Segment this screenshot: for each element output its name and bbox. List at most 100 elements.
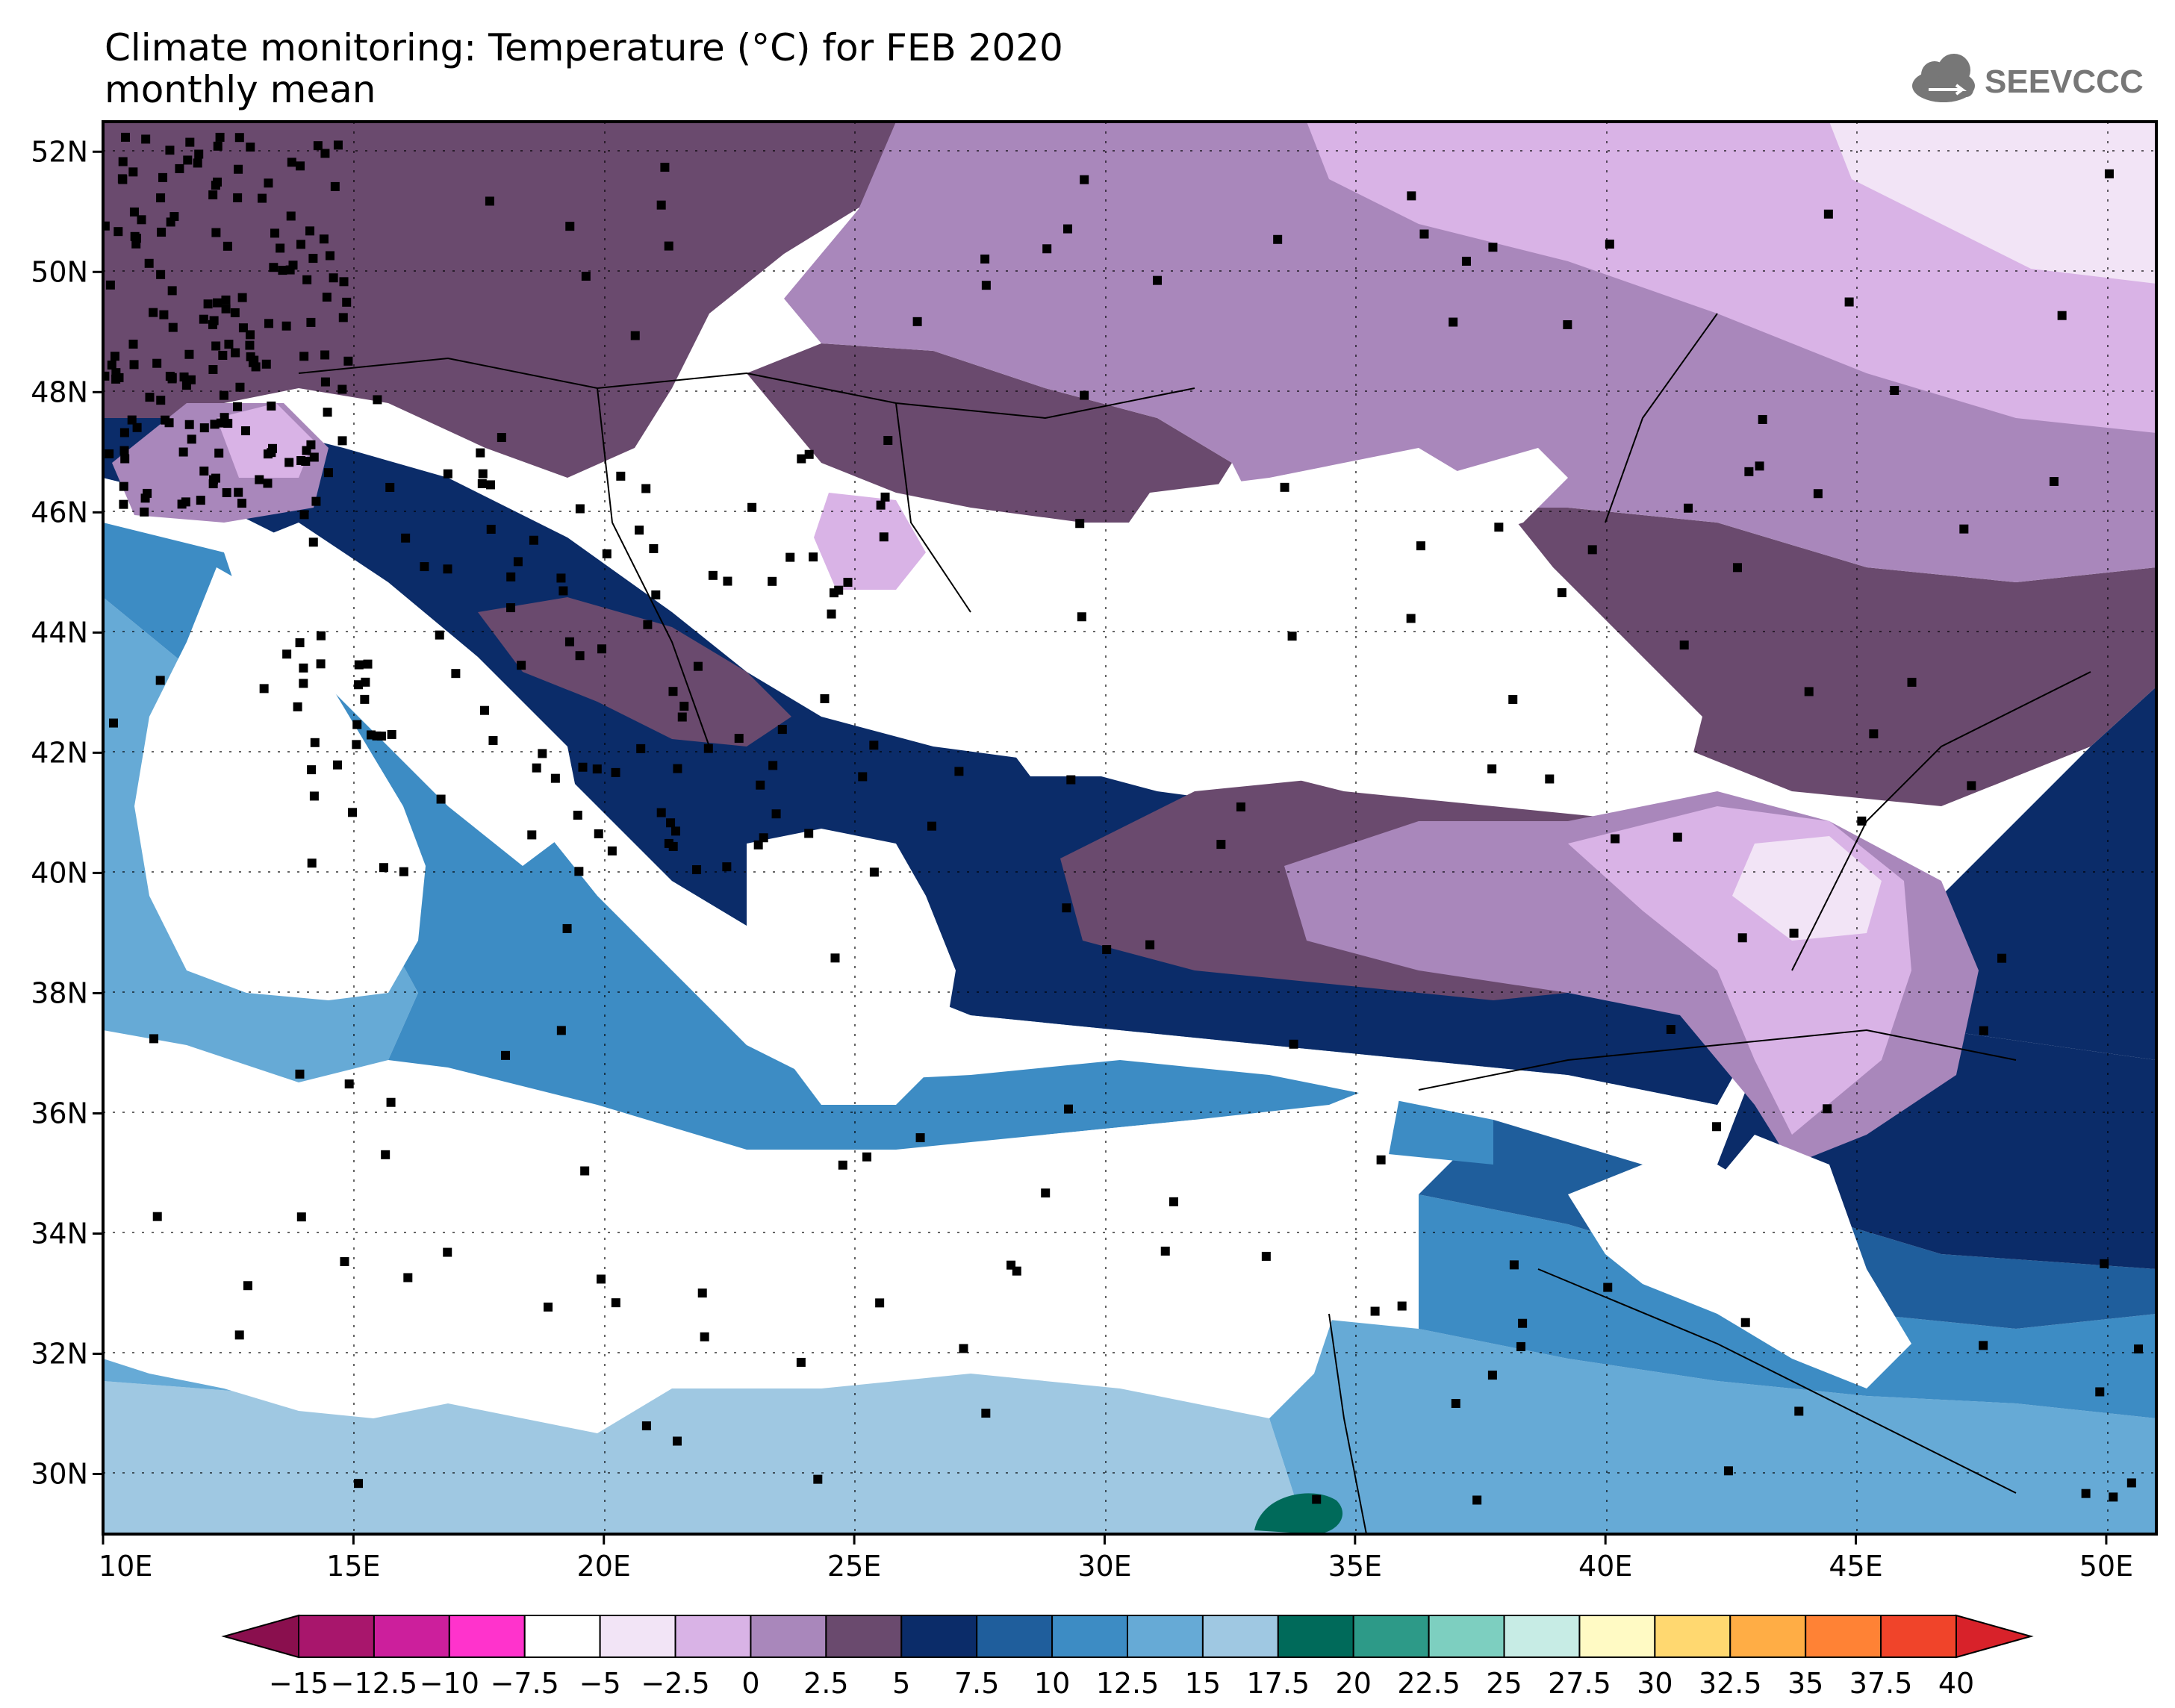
station-marker (641, 1421, 651, 1431)
station-marker (286, 211, 296, 221)
station-marker (879, 532, 889, 542)
station-marker (363, 659, 373, 669)
colorbar: −15 −12.5 −10 −7.5 −5 −2.5 0 2.5 5 7.5 10 12.5 15 17.… (221, 1614, 2034, 1700)
station-marker (1080, 175, 1089, 184)
lat-tick-label: 48N (31, 375, 88, 408)
station-marker (284, 458, 294, 467)
station-marker (399, 867, 408, 876)
station-marker (111, 374, 121, 384)
station-marker (1406, 614, 1416, 623)
station-marker (1289, 1039, 1298, 1049)
station-marker (330, 181, 340, 191)
station-marker (479, 705, 489, 715)
station-marker (813, 1474, 823, 1484)
station-marker (804, 449, 814, 459)
station-marker (325, 251, 335, 261)
station-marker (1160, 1246, 1170, 1256)
station-marker (756, 780, 765, 790)
station-marker (264, 178, 273, 188)
station-marker (282, 649, 292, 659)
station-marker (128, 340, 138, 349)
station-marker (156, 193, 166, 203)
station-marker (258, 193, 267, 203)
station-marker (2049, 477, 2059, 486)
station-marker (451, 669, 461, 679)
station-marker (1823, 209, 1833, 219)
station-marker (278, 266, 287, 275)
syrian-desert-mask (1568, 1135, 1911, 1388)
station-marker (804, 829, 814, 838)
station-marker (287, 158, 296, 167)
station-marker (238, 323, 248, 333)
station-marker (573, 811, 582, 820)
station-marker (1169, 1197, 1178, 1206)
station-marker (643, 620, 653, 629)
colorbar-label: 37.5 (1849, 1667, 1913, 1700)
station-marker (753, 840, 763, 850)
lon-tick-label: 20E (577, 1550, 631, 1583)
station-marker (213, 141, 223, 151)
station-marker (981, 1409, 991, 1418)
station-marker (1684, 503, 1693, 513)
station-marker (119, 428, 129, 437)
station-marker (156, 269, 166, 279)
station-marker (513, 557, 523, 567)
region-neg2-0-romania (814, 493, 926, 590)
station-marker (692, 865, 702, 875)
station-marker (529, 535, 538, 545)
station-marker (1216, 840, 1226, 850)
station-marker (869, 741, 879, 750)
colorbar-swatch (674, 1615, 752, 1658)
station-marker (1461, 256, 1471, 266)
station-marker (797, 454, 806, 464)
station-marker (501, 1050, 511, 1060)
station-marker (373, 395, 382, 405)
station-marker (152, 1212, 162, 1221)
lat-tick-label: 30N (31, 1457, 88, 1490)
station-marker (243, 1281, 252, 1291)
station-marker (506, 572, 516, 582)
station-marker (246, 142, 255, 152)
colorbar-swatch (1428, 1615, 1505, 1658)
station-marker (131, 239, 141, 249)
station-marker (527, 830, 537, 840)
station-marker (245, 340, 255, 350)
station-marker (340, 1257, 349, 1267)
colorbar-label: 17.5 (1247, 1667, 1310, 1700)
region-neg5-neg2-northeast (1829, 122, 2156, 284)
station-marker (196, 496, 205, 505)
station-marker (611, 1298, 620, 1308)
station-marker (178, 447, 188, 457)
station-marker (181, 497, 190, 507)
region-2-5-carpathia (747, 343, 1232, 523)
station-marker (697, 1288, 707, 1298)
station-marker (342, 297, 352, 307)
lat-tick-label: 42N (31, 736, 88, 769)
colorbar-swatch (1503, 1615, 1581, 1658)
station-marker (208, 320, 217, 329)
station-marker (2100, 1259, 2109, 1268)
station-marker (635, 526, 644, 535)
logo-text: SEEVCCC (1985, 63, 2144, 100)
station-marker (385, 482, 395, 492)
station-marker (1397, 1301, 1407, 1311)
station-marker (485, 196, 494, 206)
station-marker (120, 132, 130, 142)
station-marker (980, 254, 990, 264)
station-marker (376, 732, 386, 741)
station-marker (329, 273, 338, 283)
station-marker (276, 243, 285, 253)
station-marker (1804, 687, 1814, 696)
mediterranean-sea (103, 1045, 1404, 1433)
station-marker (1041, 1188, 1051, 1198)
station-marker (858, 772, 868, 782)
station-marker (478, 469, 488, 479)
longitude-axis: 10E 15E 20E 25E 30E 35E 40E 45E 50E (99, 1534, 2133, 1583)
station-marker (223, 241, 232, 251)
lon-tick-label: 40E (1578, 1550, 1632, 1583)
station-marker (1449, 317, 1458, 327)
colorbar-label: 20 (1336, 1667, 1372, 1700)
station-marker (401, 533, 411, 543)
station-marker (876, 500, 886, 510)
station-marker (343, 356, 353, 366)
